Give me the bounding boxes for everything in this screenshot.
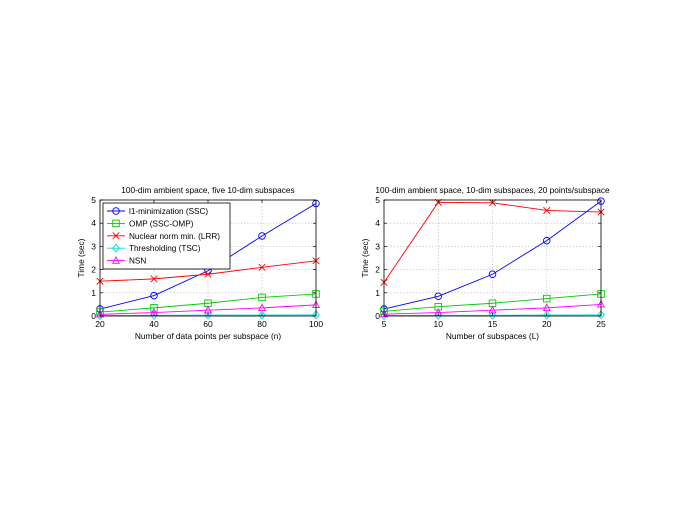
x-axis-label: Number of data points per subspace (n) <box>135 331 281 341</box>
data-point-1-3 <box>258 293 266 302</box>
x-tick-label: 100 <box>309 319 323 329</box>
x-tick-label: 25 <box>596 319 606 329</box>
x-tick-label: 60 <box>203 319 213 329</box>
y-axis-label: Time (sec) <box>360 238 370 277</box>
y-tick-label: 0 <box>91 311 96 321</box>
data-point-2-2 <box>204 270 212 278</box>
y-tick-label: 5 <box>91 195 96 205</box>
legend-label: l1-minimization (SSC) <box>129 207 208 216</box>
data-point-4-0 <box>379 309 389 318</box>
y-tick-label: 4 <box>375 218 380 228</box>
y-tick-label: 1 <box>375 288 380 298</box>
x-tick-label: 20 <box>542 319 552 329</box>
legend-label: Nuclear norm min. (LRR) <box>129 232 220 241</box>
y-tick-label: 3 <box>91 241 96 251</box>
data-point-0-2 <box>488 270 497 278</box>
y-tick-label: 5 <box>375 195 380 205</box>
x-axis-label: Number of subspaces (L) <box>446 331 539 341</box>
y-tick-label: 2 <box>91 265 96 275</box>
series-line-1 <box>383 293 602 312</box>
series-line-0 <box>99 203 317 310</box>
data-point-0-3 <box>258 232 266 240</box>
data-point-1-1 <box>434 302 443 311</box>
legend-label: NSN <box>129 257 146 266</box>
data-point-3-3 <box>258 310 266 320</box>
x-tick-label: 5 <box>382 319 387 329</box>
data-point-3-2 <box>204 310 212 320</box>
data-point-2-3 <box>543 206 551 215</box>
legend-marker-1 <box>112 219 120 228</box>
chart-title: 100-dim ambient space, 10-dim subspaces,… <box>375 185 610 195</box>
series-line-1 <box>99 293 317 313</box>
data-point-3-2 <box>488 310 497 320</box>
data-point-4-3 <box>542 303 551 312</box>
legend-label: Thresholding (TSC) <box>129 244 201 253</box>
data-point-4-0 <box>95 309 105 318</box>
legend-marker-2 <box>112 232 120 240</box>
data-point-1-3 <box>543 294 551 303</box>
series-line-0 <box>383 200 602 310</box>
legend-label: OMP (SSC-OMP) <box>129 219 194 228</box>
y-tick-label: 1 <box>91 288 96 298</box>
data-point-4-2 <box>488 305 497 314</box>
x-tick-label: 10 <box>434 319 444 329</box>
legend-marker-3 <box>112 243 120 253</box>
series-line-4 <box>99 304 317 315</box>
chart-title: 100-dim ambient space, five 10-dim subsp… <box>121 185 294 195</box>
data-point-3-4 <box>597 310 605 320</box>
data-point-0-1 <box>434 292 443 301</box>
data-point-4-2 <box>203 305 213 314</box>
data-point-2-3 <box>258 263 266 271</box>
legend: l1-minimization (SSC) OMP (SSC-OMP) Nuclea… <box>102 202 231 270</box>
legend-marker-0 <box>112 207 120 215</box>
legend-marker-4 <box>111 255 121 264</box>
data-point-3-3 <box>542 310 551 320</box>
y-tick-label: 4 <box>91 218 96 228</box>
data-point-2-1 <box>150 275 158 283</box>
data-point-0-1 <box>150 291 158 300</box>
y-axis-label: Time (sec) <box>76 238 86 277</box>
x-tick-label: 20 <box>95 319 105 329</box>
y-tick-label: 3 <box>375 241 380 251</box>
y-tick-label: 0 <box>375 311 380 321</box>
data-point-0-3 <box>543 236 551 245</box>
chart-left: 20 40 60 80 100 0 1 2 3 4 5 100-dim ambient space, … <box>76 185 323 341</box>
x-tick-label: 40 <box>149 319 159 329</box>
series-line-4 <box>383 303 602 315</box>
data-point-4-3 <box>257 303 267 312</box>
data-point-3-4 <box>312 310 320 320</box>
x-tick-label: 15 <box>488 319 498 329</box>
x-tick-label: 80 <box>257 319 267 329</box>
y-tick-label: 2 <box>375 265 380 275</box>
